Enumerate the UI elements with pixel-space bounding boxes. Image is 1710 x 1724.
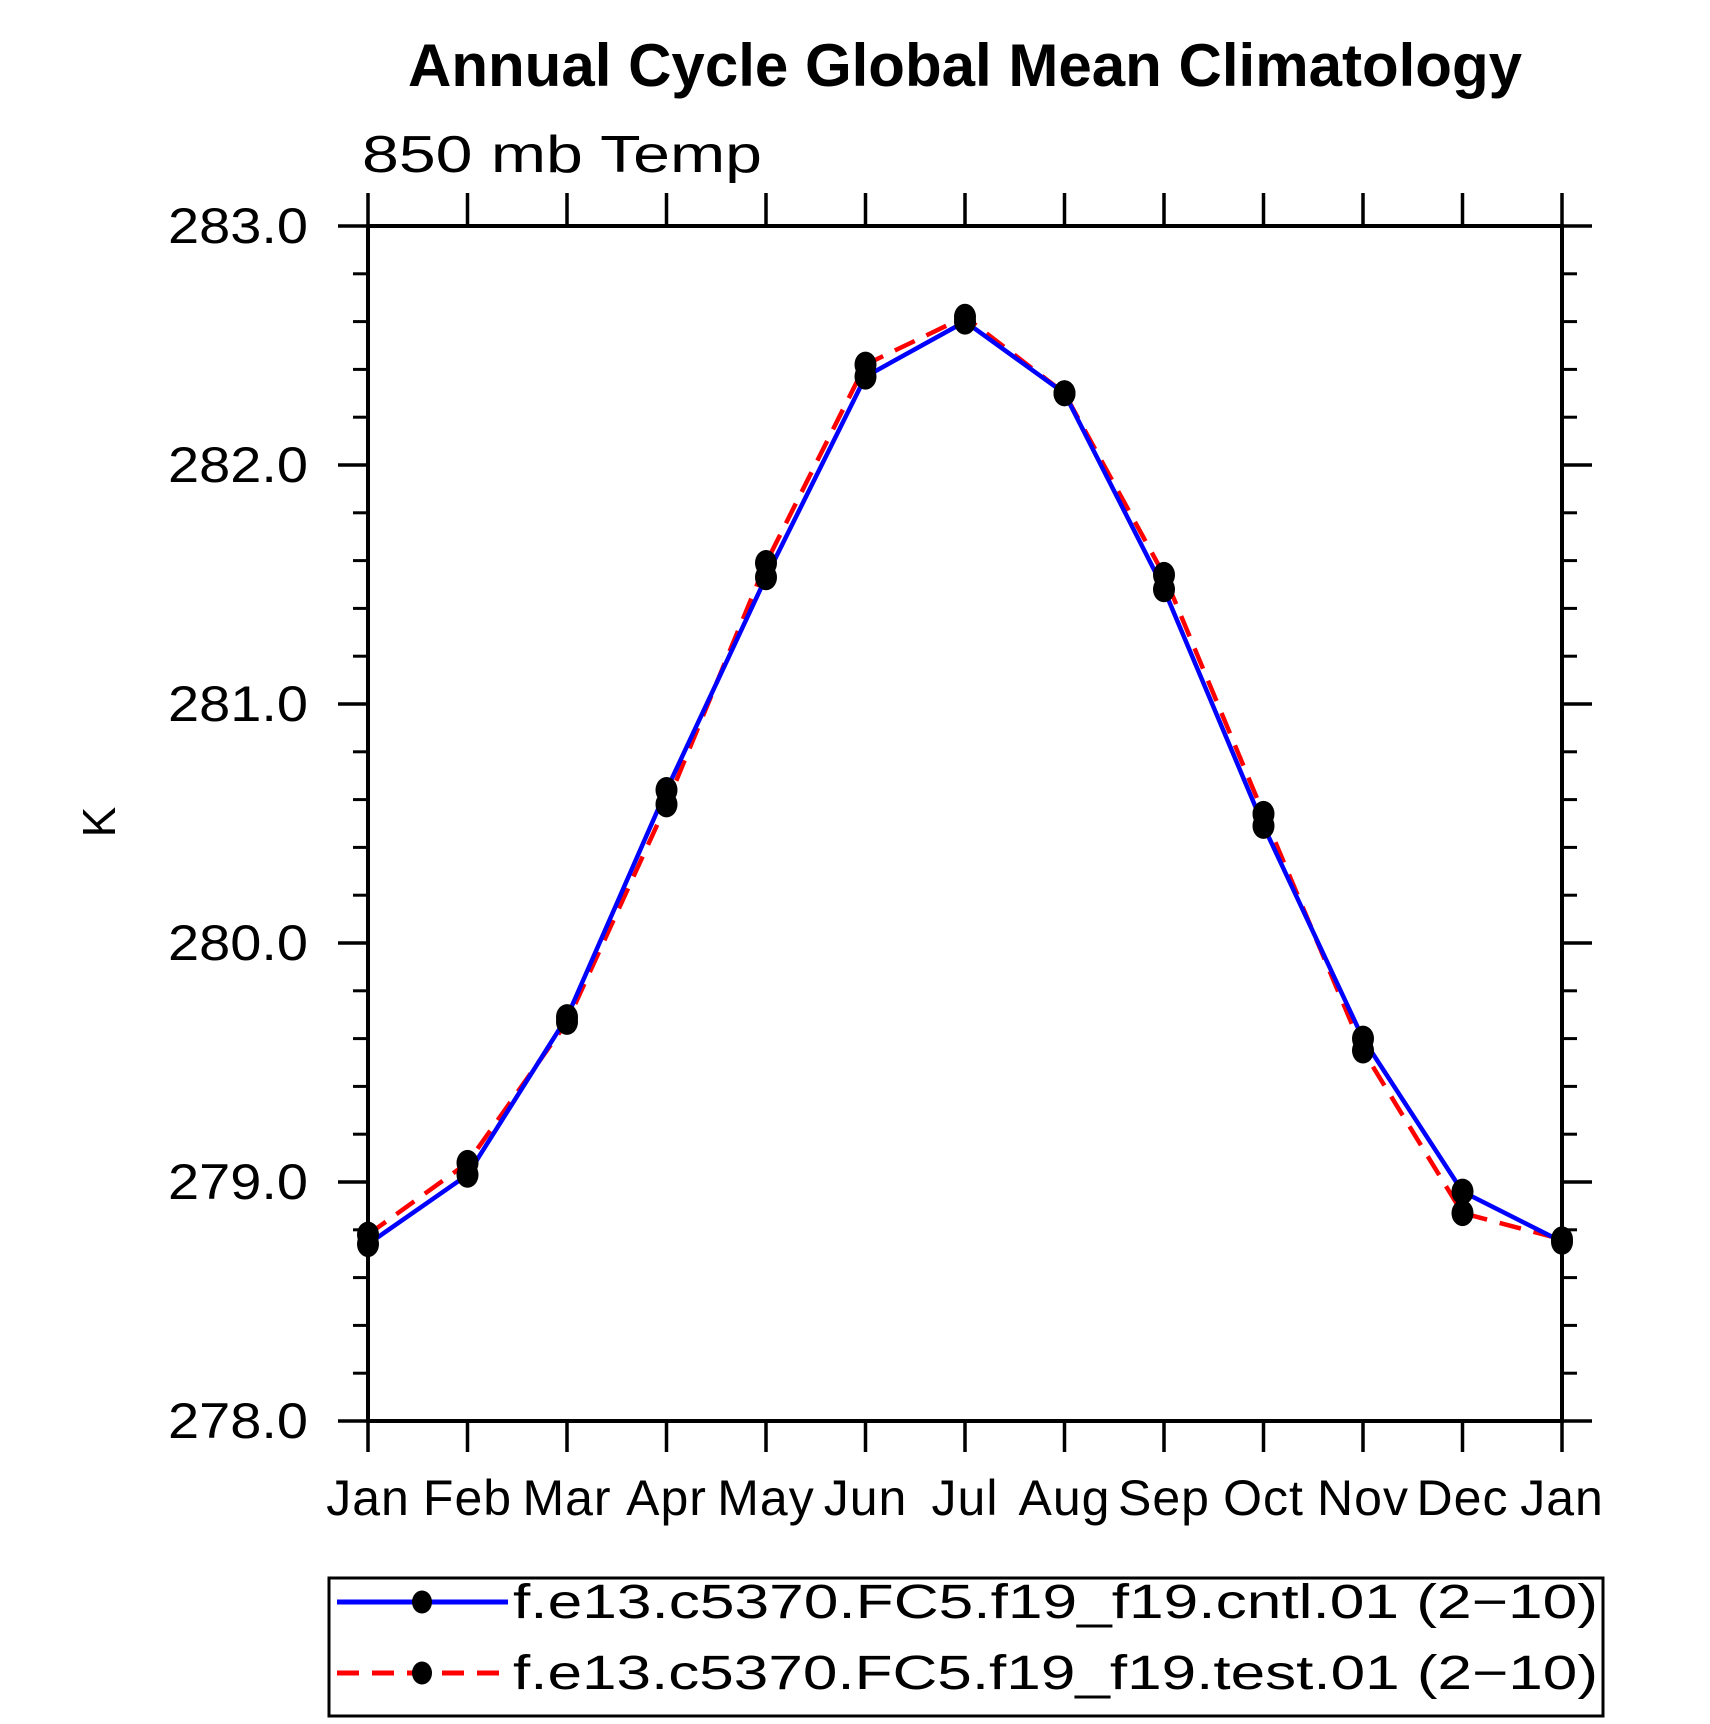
legend: f.e13.c5370.FC5.f19_f19.cntl.01 (2−10) f.… (327, 1576, 1605, 1718)
x-axis-tick-label: Apr (626, 1470, 707, 1526)
x-axis-tick-label: Sep (1118, 1470, 1210, 1526)
data-point-marker (1252, 800, 1275, 827)
y-axis-label: K (73, 806, 125, 837)
data-point-marker (1153, 561, 1175, 588)
data-point-marker (755, 550, 777, 576)
y-axis-tick-label: 280.0 (168, 915, 308, 971)
legend-marker (412, 1661, 432, 1685)
data-point-marker (954, 303, 976, 330)
legend-label: f.e13.c5370.FC5.f19_f19.test.01 (2−10) (513, 1647, 1598, 1700)
x-axis-tick-label: Jan (326, 1470, 410, 1526)
series-line-test (366, 314, 1563, 1242)
chart-title: Annual Cycle Global Mean Climatology (408, 32, 1523, 99)
data-point-markers (357, 303, 1573, 1258)
data-point-marker (357, 1221, 379, 1248)
axes: Jan Feb Mar Apr May Jun Jul Aug Sep Oct Nov Dec Jan2… (168, 193, 1604, 1526)
x-axis-tick-label: Oct (1223, 1470, 1304, 1526)
y-axis-tick-label: 282.0 (168, 437, 308, 493)
x-axis-tick-label: Jul (932, 1470, 999, 1526)
legend-item: f.e13.c5370.FC5.f19_f19.test.01 (2−10) (337, 1647, 1598, 1700)
legend-box (327, 1576, 1605, 1718)
plot-frame (366, 224, 1564, 1423)
data-point-marker (556, 1008, 578, 1035)
data-point-marker (854, 351, 877, 378)
data-point-marker (1053, 380, 1076, 407)
series-line-cntl (366, 319, 1564, 1246)
data-point-marker (1451, 1200, 1474, 1227)
x-axis-tick-label: Feb (423, 1470, 512, 1526)
y-axis-tick-label: 278.0 (168, 1393, 308, 1449)
data-point-marker (1352, 1037, 1374, 1064)
x-axis-tick-label: May (717, 1470, 814, 1526)
x-axis-tick-label: Jun (824, 1470, 908, 1526)
chart-subtitle: 850 mb Temp (362, 126, 762, 184)
series-lines (366, 314, 1564, 1246)
y-axis-tick-label: 283.0 (168, 198, 308, 254)
data-point-marker (655, 791, 678, 818)
y-axis-tick-label: 281.0 (168, 676, 308, 732)
data-point-marker (1551, 1226, 1573, 1253)
x-axis-tick-label: Aug (1019, 1470, 1111, 1526)
x-axis-tick-label: Dec (1417, 1470, 1509, 1526)
data-point-marker (1451, 1178, 1474, 1205)
y-axis-tick-label: 279.0 (168, 1154, 308, 1210)
x-axis-tick-label: Nov (1317, 1470, 1409, 1526)
x-axis-tick-label: Jan (1520, 1470, 1604, 1526)
legend-item: f.e13.c5370.FC5.f19_f19.cntl.01 (2−10) (337, 1576, 1598, 1629)
legend-marker (412, 1590, 432, 1614)
x-axis-tick-label: Mar (522, 1470, 611, 1526)
legend-label: f.e13.c5370.FC5.f19_f19.cntl.01 (2−10) (513, 1576, 1598, 1629)
data-point-marker (456, 1149, 479, 1176)
